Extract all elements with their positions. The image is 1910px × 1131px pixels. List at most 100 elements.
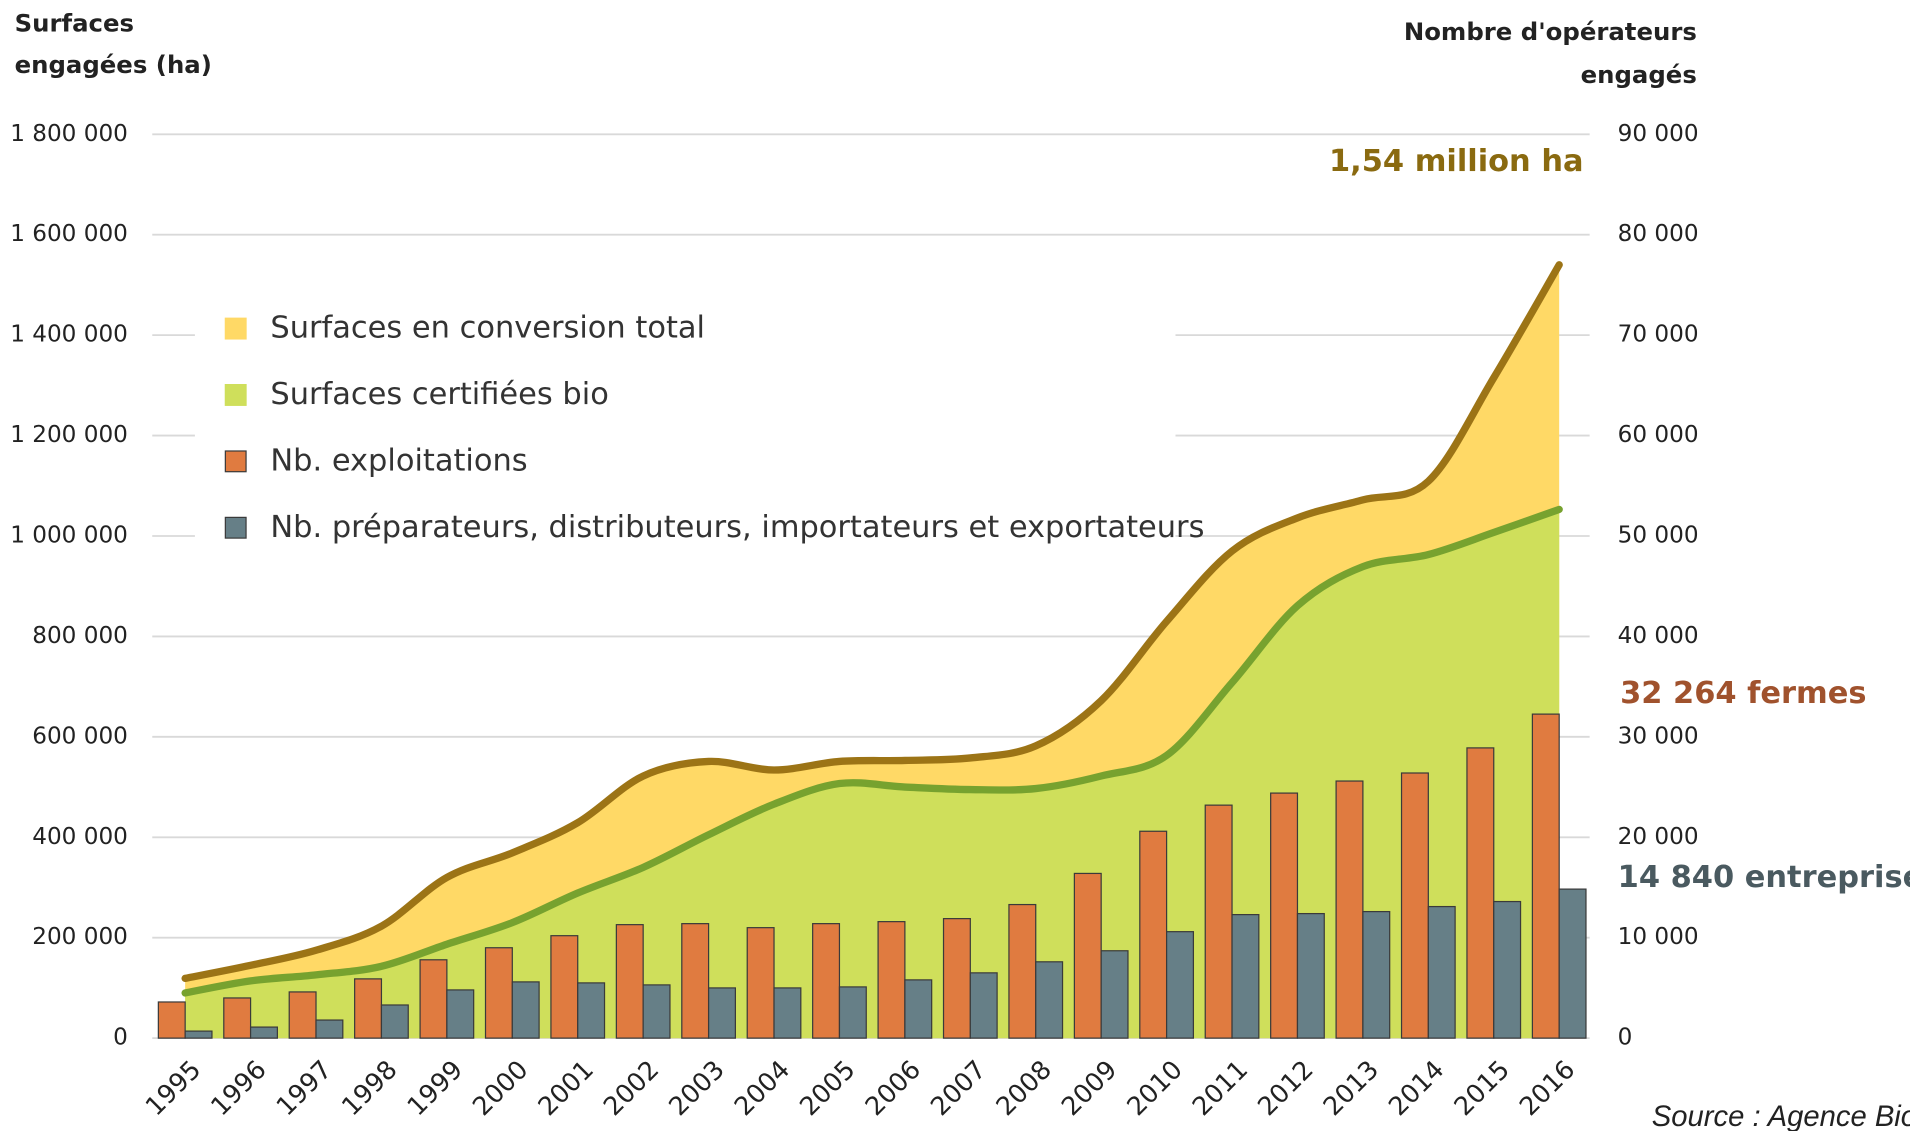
y-axis-title: engagées (ha)	[15, 50, 212, 79]
bar	[1335, 780, 1364, 1039]
bar	[1008, 903, 1037, 1039]
x-tick-label: 2007	[925, 1055, 992, 1122]
legend-label: Nb. exploitations	[270, 443, 527, 478]
bar	[1427, 905, 1456, 1039]
x-tick-label: 2010	[1121, 1055, 1188, 1122]
y-tick-label: 200 000	[32, 924, 128, 950]
x-tick-label: 2005	[794, 1055, 861, 1122]
bar	[1466, 747, 1495, 1039]
x-tick-label: 2013	[1318, 1055, 1385, 1122]
legend-label: Surfaces certifiées bio	[270, 377, 608, 412]
bar	[419, 959, 448, 1039]
bar	[969, 972, 998, 1039]
annotation: 1,54 million ha	[1329, 144, 1584, 179]
x-tick-label: 2008	[991, 1055, 1058, 1122]
x-tick-label: 1996	[205, 1055, 272, 1122]
x-tick-label: 2000	[467, 1055, 534, 1122]
x-tick-label: 2014	[1383, 1055, 1450, 1122]
bar	[511, 981, 540, 1039]
bar	[773, 987, 802, 1039]
y-tick-label: 1 000 000	[10, 522, 128, 548]
bar	[157, 1001, 186, 1039]
source: Source : Agence Bio	[1652, 1101, 1910, 1131]
bar	[223, 997, 252, 1039]
y-tick-label: 0	[113, 1025, 128, 1051]
y-tick-label: 600 000	[32, 723, 128, 749]
bar	[577, 982, 606, 1039]
bar	[1493, 900, 1522, 1039]
y2-tick-label: 10 000	[1618, 924, 1699, 950]
bar	[1035, 961, 1064, 1039]
bar	[1296, 912, 1325, 1039]
x-tick-label: 1995	[140, 1055, 207, 1122]
bar	[288, 991, 317, 1039]
bar	[838, 986, 867, 1039]
annotation: 32 264 fermes	[1620, 676, 1866, 711]
bar	[642, 984, 671, 1039]
bar	[354, 978, 383, 1039]
x-tick-label: 2015	[1449, 1055, 1516, 1122]
x-tick-label: 2009	[1056, 1055, 1123, 1122]
bar	[812, 923, 841, 1039]
bar	[1400, 772, 1429, 1039]
bar	[1100, 950, 1129, 1039]
y-tick-label: 1 400 000	[10, 322, 128, 348]
y2-tick-label: 50 000	[1618, 522, 1699, 548]
bar	[1231, 913, 1260, 1039]
bar	[1073, 872, 1102, 1039]
y2-axis-title: engagés	[1581, 60, 1697, 89]
bar	[1270, 792, 1299, 1039]
x-tick-label: 1997	[271, 1055, 338, 1122]
bar	[1531, 713, 1560, 1039]
x-tick-label: 2006	[860, 1055, 927, 1122]
bar	[1139, 830, 1168, 1039]
bar	[249, 1026, 278, 1039]
legend-label: Nb. préparateurs, distributeurs, importa…	[270, 510, 1204, 545]
bar	[1204, 804, 1233, 1039]
bar	[315, 1019, 344, 1039]
y2-tick-label: 0	[1618, 1025, 1633, 1051]
bar	[746, 927, 775, 1039]
y-tick-label: 1 200 000	[10, 422, 128, 448]
x-tick-label: 2001	[533, 1055, 600, 1122]
bar	[380, 1004, 409, 1039]
y2-tick-label: 20 000	[1618, 824, 1699, 850]
y-tick-label: 1 600 000	[10, 221, 128, 247]
bar	[184, 1030, 213, 1039]
y2-axis-title: Nombre d'opérateurs	[1404, 17, 1697, 46]
bar	[615, 924, 644, 1039]
y-tick-label: 400 000	[32, 824, 128, 850]
x-tick-label: 2016	[1514, 1055, 1581, 1122]
bar	[1558, 888, 1587, 1039]
y-tick-label: 1 800 000	[10, 121, 128, 147]
y2-tick-label: 80 000	[1618, 221, 1699, 247]
x-tick-label: 2011	[1187, 1055, 1254, 1122]
x-tick-label: 2002	[598, 1055, 665, 1122]
y2-tick-label: 70 000	[1618, 322, 1699, 348]
legend-swatch	[224, 317, 247, 340]
bar	[1165, 931, 1195, 1039]
y-axis-title: Surfaces	[15, 9, 134, 38]
x-tick-label: 1999	[402, 1055, 469, 1122]
bar	[484, 947, 513, 1039]
bar	[877, 921, 906, 1039]
line	[181, 505, 1563, 997]
bar	[942, 918, 971, 1039]
y2-tick-label: 60 000	[1618, 422, 1699, 448]
x-tick-label: 2003	[663, 1055, 730, 1122]
x-tick-label: 1998	[336, 1055, 403, 1122]
bar	[681, 923, 710, 1039]
legend-box	[194, 298, 1176, 557]
bar	[707, 987, 737, 1039]
bar	[550, 935, 579, 1039]
legend-swatch	[224, 384, 247, 406]
x-tick-label: 2004	[729, 1055, 796, 1122]
line	[181, 261, 1563, 983]
x-tick-label: 2012	[1252, 1055, 1319, 1122]
annotation: 14 840 entreprises	[1618, 860, 1910, 895]
legend-label: Surfaces en conversion total	[270, 311, 705, 346]
bar	[446, 989, 475, 1039]
y-tick-label: 800 000	[32, 623, 128, 649]
